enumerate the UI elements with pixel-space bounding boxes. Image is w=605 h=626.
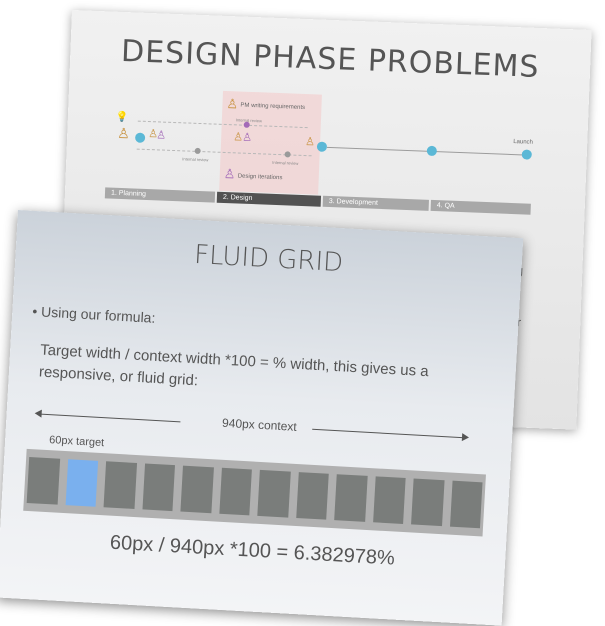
grid-column: [372, 476, 406, 524]
bullet-text: • Using our formula:: [31, 302, 156, 326]
grid-column: [26, 457, 60, 505]
back-slide-title: DESIGN PHASE PROBLEMS: [120, 33, 541, 85]
grid-column: [103, 461, 137, 509]
phase-qa: 4. QA: [430, 199, 531, 215]
grid-column: [449, 480, 483, 529]
grid-column: [334, 474, 368, 522]
front-slide: FLUID GRID • Using our formula: Target w…: [0, 210, 524, 626]
grid-column-target: [65, 459, 99, 507]
phase-development: 3. Development: [322, 195, 429, 211]
front-slide-title: FLUID GRID: [193, 239, 344, 279]
grid-column: [411, 478, 445, 527]
person-icon: ♙: [223, 165, 236, 182]
grid-column: [141, 463, 176, 512]
internal-review-label: Internal review: [272, 159, 299, 166]
target-label: 60px target: [48, 434, 105, 450]
lightbulb-icon: 💡: [115, 111, 129, 124]
arrow-right-icon: [461, 433, 470, 442]
internal-review-label: Internal review: [182, 156, 209, 163]
person-icon: ♙: [241, 131, 253, 145]
grid-column: [257, 469, 291, 518]
timeline-node: [194, 147, 201, 155]
formula-text: Target width / context width *100 = % wi…: [38, 341, 430, 390]
launch-label: Launch: [513, 139, 534, 146]
timeline-node: [134, 132, 146, 143]
timeline-node: [426, 145, 438, 157]
timeline-node: [521, 149, 532, 160]
timeline-node: [316, 141, 328, 152]
grid-column: [295, 472, 329, 520]
grid-strip: [23, 448, 486, 537]
person-icon: ♙: [226, 96, 239, 112]
grid-column: [180, 465, 214, 514]
person-icon: ♙: [117, 124, 131, 142]
person-icon: ♙: [156, 129, 167, 142]
person-icon: ♙: [304, 136, 316, 149]
phase-planning: 1. Planning: [104, 187, 216, 203]
grid-column: [218, 467, 252, 516]
